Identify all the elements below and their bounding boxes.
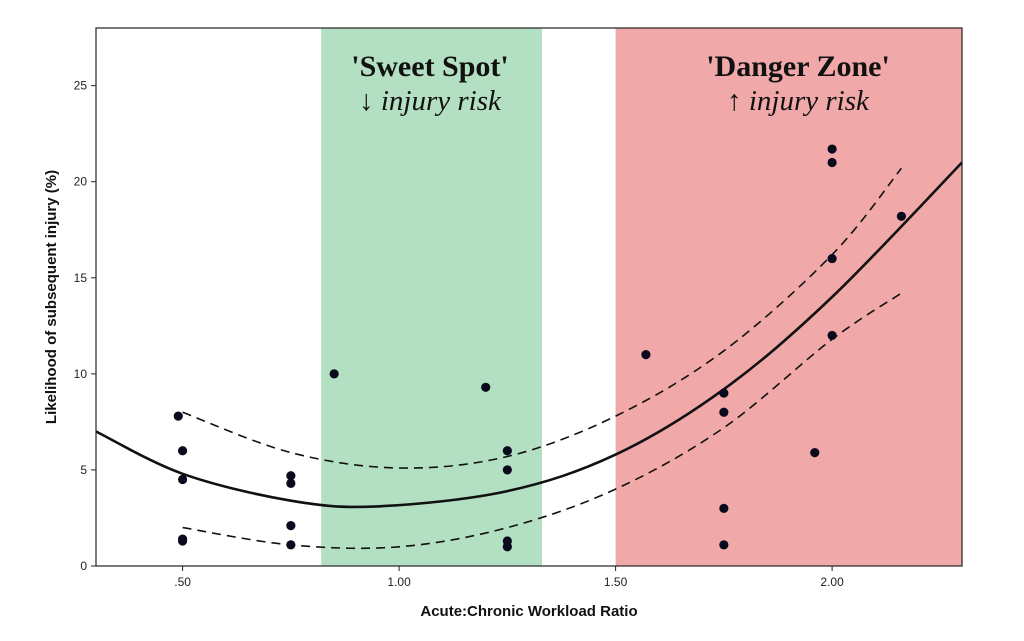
- y-axis-title: Likelihood of subsequent injury (%): [43, 170, 60, 424]
- data-point: [827, 253, 837, 264]
- y-tick-label: 15: [74, 271, 88, 285]
- data-point: [286, 540, 296, 550]
- data-point: [719, 540, 729, 550]
- x-tick-label: 1.00: [387, 575, 411, 589]
- data-point: [827, 144, 837, 154]
- data-point: [286, 478, 296, 488]
- data-point: [502, 542, 512, 552]
- data-point: [719, 388, 729, 398]
- x-axis-title: Acute:Chronic Workload Ratio: [420, 603, 637, 620]
- data-point: [896, 211, 906, 221]
- data-point: [286, 471, 296, 481]
- y-tick-label: 20: [74, 175, 88, 189]
- data-point: [810, 448, 820, 458]
- confidence-bands: [182, 167, 903, 550]
- data-point: [827, 330, 837, 341]
- y-tick-label: 5: [80, 463, 87, 477]
- sweet-spot-subtitle: ↓ injury risk: [359, 85, 502, 117]
- data-point: [178, 446, 188, 456]
- x-tick-label: 1.50: [604, 575, 628, 589]
- danger-zone-subtitle: ↑ injury risk: [727, 85, 870, 117]
- x-axis: .50 1.00 1.50 2.00: [174, 566, 844, 589]
- data-point: [502, 465, 512, 475]
- fit-curve-layer: [95, 161, 963, 509]
- data-point: [641, 350, 651, 360]
- y-tick-label: 25: [74, 79, 88, 93]
- danger-zone-title: 'Danger Zone': [706, 50, 890, 83]
- lower-confidence-band: [182, 292, 902, 550]
- sweet-spot-title: 'Sweet Spot': [351, 50, 509, 83]
- data-point: [719, 503, 729, 513]
- data-point: [481, 382, 491, 392]
- sweet-spot-zone: [321, 28, 542, 566]
- data-point: [827, 157, 837, 168]
- data-point: [178, 474, 188, 485]
- upper-confidence-band: [182, 167, 903, 469]
- x-tick-label: 2.00: [820, 575, 844, 589]
- data-point: [286, 521, 296, 531]
- y-axis: 0 5 10 15 20 25: [74, 79, 96, 573]
- data-point: [502, 446, 512, 456]
- y-tick-label: 10: [74, 367, 88, 381]
- data-points: [173, 144, 906, 552]
- fit-curve: [95, 161, 963, 509]
- zone-labels: 'Sweet Spot'↓ injury risk 'Danger Zone'↑ …: [351, 50, 890, 117]
- plot-frame: [95, 27, 963, 567]
- data-point: [719, 407, 729, 417]
- data-point: [173, 411, 183, 421]
- data-point: [329, 369, 339, 379]
- data-point: [178, 536, 188, 546]
- x-tick-label: .50: [174, 575, 191, 589]
- y-tick-label: 0: [80, 559, 87, 573]
